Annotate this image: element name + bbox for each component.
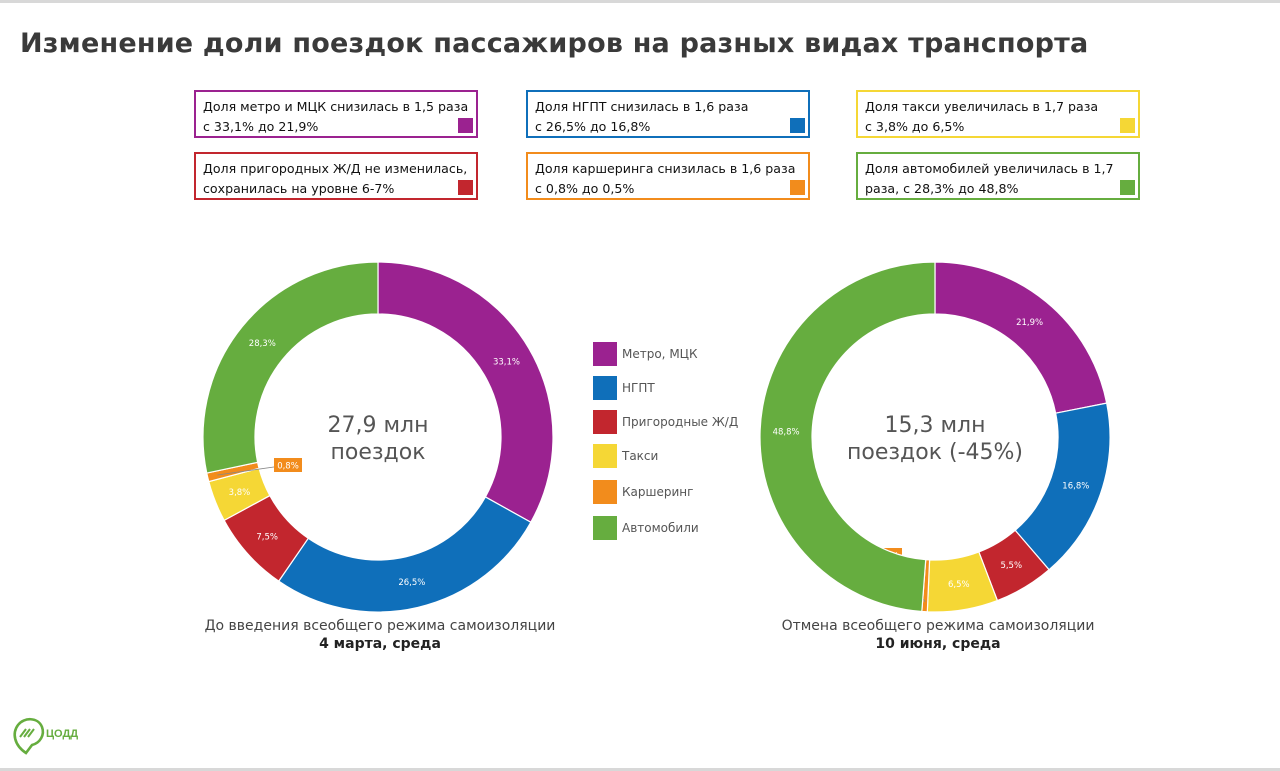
logo-stroke-3 [27,728,35,738]
logo-stroke-2 [23,728,31,738]
note-carsharing-line2: с 0,8% до 0,5% [535,181,635,196]
note-carsharing-line1: Доля каршеринга снизилась в 1,6 раза [535,161,796,176]
note-rail-swatch [458,180,473,195]
legend-swatch-rail [593,410,617,434]
legend-label-taxi: Такси [622,449,659,463]
caption-left-line2: 4 марта, среда [319,636,441,652]
right-center-unit: поездок (-45%) [847,440,1023,465]
note-rail-line1: Доля пригородных Ж/Д не изменилась, [203,161,468,176]
note-metro-line1: Доля метро и МЦК снизилась в 1,5 раза [203,99,469,114]
note-metro: Доля метро и МЦК снизилась в 1,5 раза с … [194,90,478,138]
page-title: Изменение доли поездок пассажиров на раз… [20,28,1089,59]
left-label-rail: 7,5% [256,533,278,543]
note-cars-swatch [1120,180,1135,195]
left-center-total: 27,9 млн [327,413,428,438]
note-metro-swatch [458,118,473,133]
note-taxi-line2: с 3,8% до 6,5% [865,119,965,134]
right-label-cars: 48,8% [773,427,800,437]
right-slice-cars [759,261,936,613]
note-ngpt: Доля НГПТ снизилась в 1,6 раза с 26,5% д… [526,90,810,138]
caption-right-line2: 10 июня, среда [875,636,1001,652]
legend-swatch-taxi [593,444,617,468]
legend-item-metro: Метро, МЦК [593,342,763,368]
caption-right-line1: Отмена всеобщего режима самоизоляции [781,618,1095,634]
note-rail-line2: сохранилась на уровне 6-7% [203,181,395,196]
note-rail: Доля пригородных Ж/Д не изменилась, сохр… [194,152,478,200]
note-taxi-line1: Доля такси увеличилась в 1,7 раза [865,99,1099,114]
note-ngpt-swatch [790,118,805,133]
legend-label-ngpt: НГПТ [622,381,655,395]
note-cars: Доля автомобилей увеличилась в 1,7 раза,… [856,152,1140,200]
legend-item-cars: Автомобили [593,516,763,542]
note-taxi: Доля такси увеличилась в 1,7 раза с 3,8%… [856,90,1140,138]
left-label-metro: 33,1% [493,358,520,368]
caption-left-line1: До введения всеобщего режима самоизоляци… [204,618,556,634]
left-slice-metro [377,261,554,524]
left-label-ngpt: 26,5% [398,578,425,588]
codd-logo: ЦОДД [13,717,78,755]
note-carsharing: Доля каршеринга снизилась в 1,6 раза с 0… [526,152,810,200]
note-ngpt-line1: Доля НГПТ снизилась в 1,6 раза [535,99,749,114]
logo-stroke-1 [19,728,27,738]
right-label-ngpt: 16,8% [1062,482,1089,492]
legend-label-rail: Пригородные Ж/Д [622,415,739,429]
left-slice-ngpt [277,496,532,613]
legend-label-metro: Метро, МЦК [622,347,698,361]
right-label-metro: 21,9% [1016,318,1043,328]
bottom-border [0,768,1280,771]
legend-item-ngpt: НГПТ [593,376,763,402]
legend-label-cars: Автомобили [622,521,699,535]
left-label-carsharing: 0,8% [277,462,299,472]
legend-item-rail: Пригородные Ж/Д [593,410,763,436]
left-slice-cars [202,261,379,474]
legend-label-carsharing: Каршеринг [622,485,694,499]
right-label-taxi: 6,5% [948,580,970,590]
legend-swatch-cars [593,516,617,540]
right-center-total: 15,3 млн [884,413,985,438]
note-metro-line2: с 33,1% до 21,9% [203,119,319,134]
left-label-cars: 28,3% [249,339,276,349]
legend-item-carsharing: Каршеринг [593,480,763,506]
note-taxi-swatch [1120,118,1135,133]
legend-swatch-metro [593,342,617,366]
legend-item-taxi: Такси [593,444,763,470]
note-carsharing-swatch [790,180,805,195]
left-callout-box-carsharing [274,458,302,472]
note-cars-line2: раза, с 28,3% до 48,8% [865,181,1019,196]
legend-swatch-ngpt [593,376,617,400]
top-border [0,0,1280,3]
left-center-unit: поездок [330,440,425,465]
right-slice-metro [934,261,1108,414]
note-cars-line1: Доля автомобилей увеличилась в 1,7 [865,161,1114,176]
note-ngpt-line2: с 26,5% до 16,8% [535,119,651,134]
caption-left: До введения всеобщего режима самоизоляци… [180,618,580,652]
legend-swatch-carsharing [593,480,617,504]
logo-text: ЦОДД [46,728,78,740]
right-label-rail: 5,5% [1000,561,1022,571]
caption-right: Отмена всеобщего режима самоизоляции 10 … [738,618,1138,652]
left-label-taxi: 3,8% [229,488,251,498]
logo-pin-icon [13,717,45,755]
